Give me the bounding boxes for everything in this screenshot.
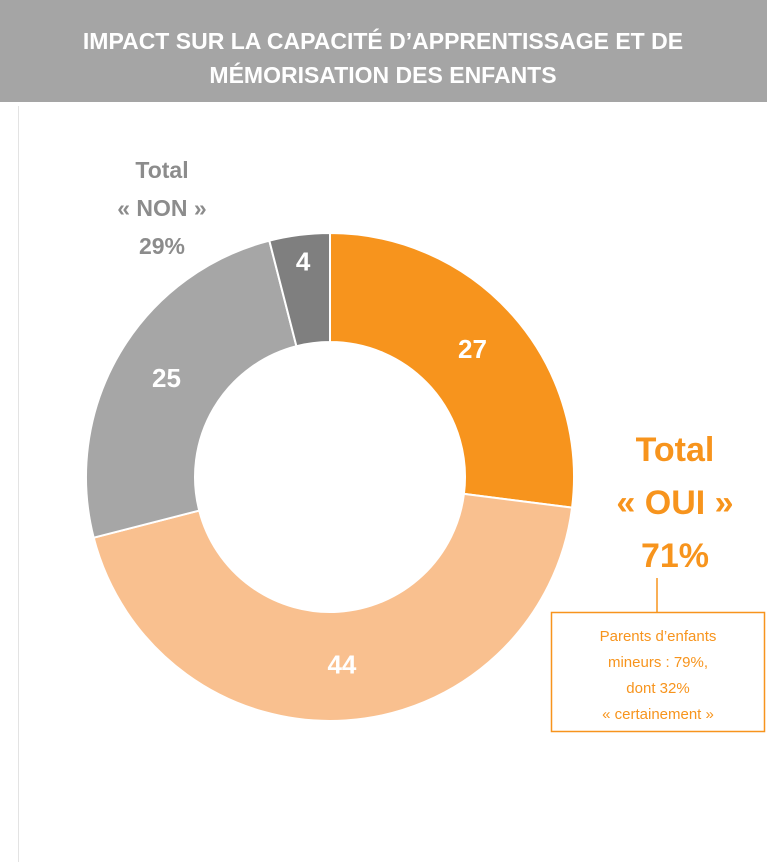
header-band [0,0,767,102]
data-label: 25 [152,363,181,393]
total-non-label: 29% [139,233,185,259]
total-non-label: « NON » [117,195,206,221]
donut-slice [92,492,574,722]
donut-slice [268,231,331,348]
donut-slice [329,231,575,509]
callout-box [550,611,766,733]
total-non-label: Total [135,157,188,183]
data-label: 4 [296,247,311,277]
donut-slice [85,239,298,539]
callout-text: Parents d’enfants [600,628,717,645]
data-label: 27 [458,334,487,364]
total-oui-label: 71% [641,537,709,575]
chart-title: MÉMORISATION DES ENFANTS [209,61,556,88]
callout-text: dont 32% [626,680,689,697]
callout-text: « certainement » [602,706,714,723]
total-oui-label: Total [636,431,715,469]
callout-text: mineurs : 79%, [608,654,708,671]
total-oui-label: « OUI » [616,484,733,522]
data-label: 44 [327,650,356,680]
chart-title: IMPACT SUR LA CAPACITÉ D’APPRENTISSAGE E… [83,27,683,54]
